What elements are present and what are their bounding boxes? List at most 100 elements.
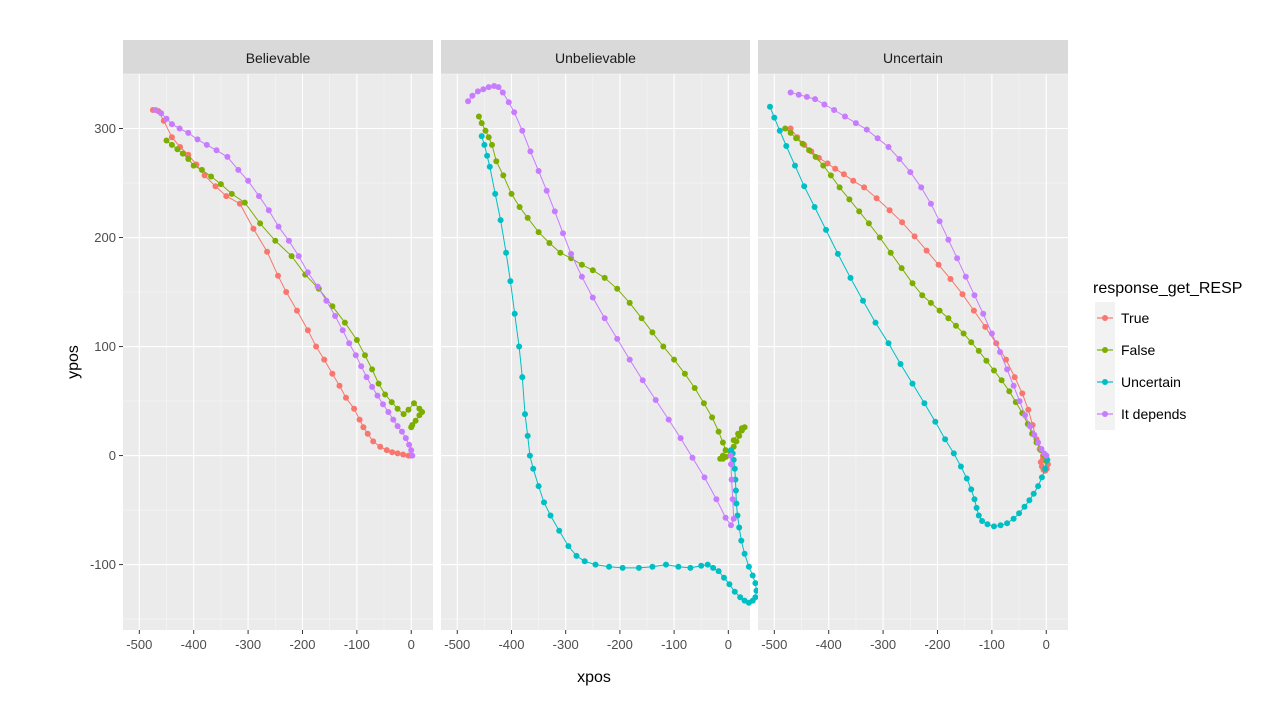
data-point xyxy=(886,207,893,214)
y-tick-label: -100 xyxy=(90,557,116,572)
data-point xyxy=(465,98,472,105)
data-point xyxy=(245,177,252,184)
legend-key-point xyxy=(1102,347,1108,353)
data-point xyxy=(997,522,1004,529)
data-point xyxy=(402,435,409,442)
data-point xyxy=(168,141,175,148)
data-point xyxy=(1043,452,1050,459)
data-point xyxy=(998,377,1005,384)
data-point xyxy=(375,380,382,387)
data-point xyxy=(861,184,868,191)
series-it-depends xyxy=(152,107,416,459)
data-point xyxy=(700,400,707,407)
data-point xyxy=(408,424,415,431)
data-point xyxy=(394,450,401,457)
data-point xyxy=(727,452,734,459)
data-point xyxy=(1038,446,1045,452)
data-point xyxy=(353,337,360,343)
data-point xyxy=(626,299,633,306)
data-point xyxy=(927,299,934,306)
data-point xyxy=(847,274,854,281)
data-point xyxy=(1006,388,1013,395)
data-point xyxy=(411,400,417,407)
data-point xyxy=(256,193,262,200)
legend-key-point xyxy=(1102,411,1108,417)
data-point xyxy=(783,143,790,149)
data-point xyxy=(535,229,542,236)
data-point xyxy=(752,594,759,601)
data-point xyxy=(551,208,558,215)
data-point xyxy=(831,107,838,113)
data-point xyxy=(224,153,231,160)
data-point xyxy=(919,292,926,299)
data-point xyxy=(736,524,743,531)
data-point xyxy=(652,397,659,403)
data-point xyxy=(601,274,608,281)
data-point xyxy=(665,416,672,423)
data-point xyxy=(272,237,279,244)
data-point xyxy=(1035,439,1042,446)
data-point xyxy=(660,343,667,350)
data-point xyxy=(709,414,716,421)
data-point xyxy=(382,391,389,398)
data-point xyxy=(409,452,416,459)
data-point xyxy=(217,181,224,188)
data-point xyxy=(388,399,395,406)
data-point xyxy=(163,137,170,144)
data-point xyxy=(285,237,292,244)
data-point xyxy=(991,523,997,530)
data-point xyxy=(176,125,183,132)
data-point xyxy=(236,200,243,207)
data-point xyxy=(546,240,553,246)
data-point xyxy=(360,424,367,431)
data-point xyxy=(801,183,808,190)
data-point xyxy=(984,521,991,528)
data-point xyxy=(638,315,645,322)
data-point xyxy=(968,339,975,346)
data-point xyxy=(957,463,964,470)
facet-strip-label: Unbelievable xyxy=(555,50,636,66)
y-tick-label: 100 xyxy=(94,339,116,354)
data-point xyxy=(852,120,859,127)
x-tick-label: -100 xyxy=(344,637,370,652)
data-point xyxy=(719,439,726,446)
data-point xyxy=(850,177,857,184)
data-point xyxy=(821,101,828,108)
x-tick-label: 0 xyxy=(408,637,415,652)
data-point xyxy=(339,327,346,334)
data-point xyxy=(945,315,952,322)
data-point xyxy=(856,208,863,215)
data-point xyxy=(480,86,487,93)
data-point xyxy=(416,412,423,419)
data-point xyxy=(823,226,829,233)
data-point xyxy=(374,392,381,399)
legend-label: True xyxy=(1121,310,1149,326)
data-point xyxy=(495,84,502,91)
x-tick-label: -500 xyxy=(126,637,152,652)
x-tick-label: -200 xyxy=(924,637,950,652)
data-point xyxy=(174,146,181,153)
data-point xyxy=(565,543,572,550)
data-point xyxy=(899,219,906,226)
data-point xyxy=(589,294,596,301)
data-point xyxy=(968,486,975,493)
data-point xyxy=(1011,374,1018,381)
data-point xyxy=(497,217,504,224)
legend: response_get_RESP True False Uncertain It d… xyxy=(1093,280,1242,430)
y-tick-label: 200 xyxy=(94,230,116,245)
data-point xyxy=(185,129,192,136)
data-point xyxy=(1025,406,1032,413)
data-point xyxy=(715,568,722,575)
data-point xyxy=(346,340,353,347)
data-point xyxy=(787,129,794,136)
data-point xyxy=(728,476,735,483)
data-point xyxy=(840,171,847,178)
data-point xyxy=(834,250,841,257)
data-point xyxy=(589,267,596,274)
data-point xyxy=(535,483,542,490)
data-point xyxy=(649,563,656,570)
data-point xyxy=(677,435,684,442)
data-point xyxy=(731,465,738,472)
data-point xyxy=(771,114,778,121)
data-point xyxy=(578,273,585,280)
